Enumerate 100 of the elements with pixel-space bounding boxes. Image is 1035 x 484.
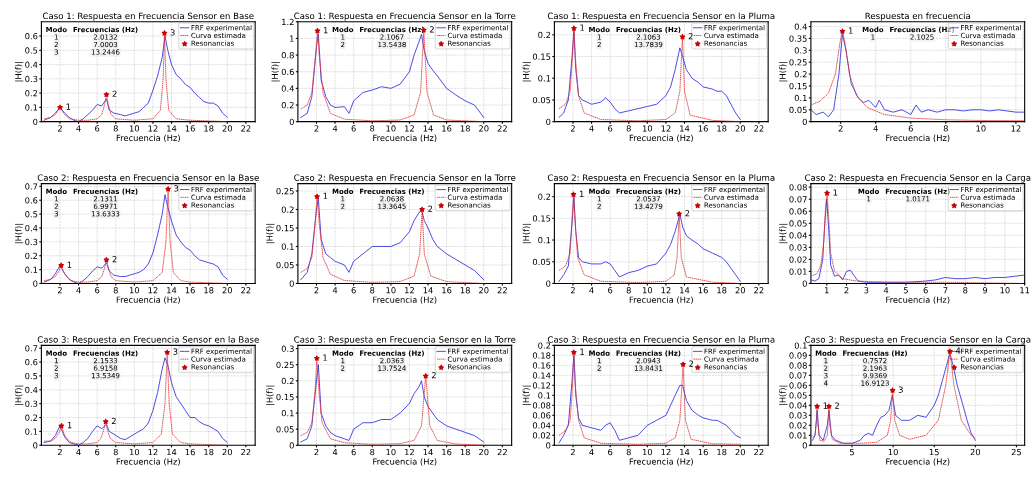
x-tick-label: 12 xyxy=(405,125,414,132)
x-tick-label: 2 xyxy=(838,125,843,132)
y-tick-label: 0.03 xyxy=(789,412,807,419)
y-tick-label: 0.02 xyxy=(532,432,551,439)
y-tick-label: 0.15 xyxy=(789,82,807,90)
y-tick-label: 0 xyxy=(33,280,38,287)
annotation: 2 xyxy=(429,26,434,33)
x-tick-label: 5 xyxy=(850,449,854,456)
y-tick-label: 0 xyxy=(802,280,807,287)
y-tick-label: 0.4 xyxy=(25,61,38,68)
y-tick-label: 0.2 xyxy=(794,71,807,78)
y-tick-label: 0.15 xyxy=(276,393,294,401)
chart-title: Caso 2: Respuesta en Frecuencia Sensor en la Base xyxy=(37,174,259,183)
x-tick-label: 14 xyxy=(680,287,690,294)
annotation: 1 xyxy=(67,261,72,268)
y-tick-label: 0 xyxy=(546,442,551,449)
y-tick-label: 0.2 xyxy=(25,90,38,97)
x-tick-label: 15 xyxy=(929,449,939,456)
y-tick-label: 0.05 xyxy=(789,220,807,227)
x-tick-label: 6 xyxy=(923,287,928,294)
x-tick-label: 6 xyxy=(351,448,356,456)
x-tick-label: 4 xyxy=(76,125,81,132)
y-tick-label: 0 xyxy=(289,118,294,125)
y-tick-label: 0.15 xyxy=(276,224,294,232)
annotation: 1 xyxy=(323,354,327,361)
x-tick-label: 16 xyxy=(185,448,195,456)
y-tick-label: 0.01 xyxy=(789,432,807,439)
x-tick-label: 14 xyxy=(423,287,433,294)
x-tick-label: 6 xyxy=(908,125,913,132)
annotation: 2 xyxy=(112,90,117,97)
x-tick-label: 14 xyxy=(423,449,433,456)
y-tick-label: 0.25 xyxy=(789,59,807,66)
y-tick-label: 0.2 xyxy=(538,31,551,39)
x-tick-label: 5 xyxy=(903,287,908,294)
chart-title: Caso 1: Respuesta en Frecuencia Sensor en la Pluma xyxy=(547,12,775,21)
y-tick-label: 0.05 xyxy=(276,426,294,433)
annotation: 1 xyxy=(823,402,828,409)
y-tick-label: 0.07 xyxy=(789,196,807,203)
annotation: 2 xyxy=(428,205,433,212)
x-tick-label: 16 xyxy=(698,125,708,132)
point xyxy=(57,104,63,110)
x-tick-label: 7 xyxy=(943,287,948,294)
y-tick-label: 0.2 xyxy=(281,377,294,385)
chart-title: Caso 1: Respuesta en Frecuencia Sensor en Base xyxy=(42,12,254,21)
x-tick-label: 10 xyxy=(888,448,898,456)
x-tick-label: 4 xyxy=(589,449,594,456)
x-tick-label: 4 xyxy=(332,449,338,456)
x-tick-label: 6 xyxy=(608,287,613,294)
y-tick-label: 0.6 xyxy=(25,197,38,204)
x-tick-label: 2 xyxy=(570,125,575,132)
annotation: 3 xyxy=(173,348,178,355)
y-tick-label: 0.1 xyxy=(281,410,294,417)
x-axis-title: Frecuencia (Hz) xyxy=(373,296,437,304)
annotation: 1 xyxy=(323,27,328,34)
x-axis-title: Frecuencia (Hz) xyxy=(373,458,437,466)
y-tick-label: 0.08 xyxy=(789,362,807,369)
annotation: 2 xyxy=(111,417,116,424)
x-tick-label: 10 xyxy=(976,125,986,132)
y-tick-label: 0.2 xyxy=(25,252,38,260)
point xyxy=(889,387,896,393)
x-tick-label: 14 xyxy=(167,287,177,294)
x-tick-label: 25 xyxy=(1011,448,1021,456)
annotation: 2 xyxy=(689,360,694,367)
y-tick-label: 0.02 xyxy=(789,422,807,429)
x-tick-label: 4 xyxy=(589,125,594,132)
annotation: 1 xyxy=(580,348,584,355)
annotation: 2 xyxy=(688,33,693,40)
x-tick-label: 8 xyxy=(113,287,118,294)
x-tick-label: 2 xyxy=(57,448,62,456)
chart-title: Caso 2: Respuesta en Frecuencia Sensor en la Carga xyxy=(805,174,1031,183)
chart-title: Caso 1: Respuesta en Frecuencia Sensor en la Torre xyxy=(294,12,516,21)
point xyxy=(947,348,953,354)
x-tick-label: 20 xyxy=(222,448,233,456)
x-tick-label: 4 xyxy=(76,287,81,294)
y-tick-label: 0.09 xyxy=(789,352,807,359)
x-tick-label: 10 xyxy=(129,448,140,456)
y-tick-label: 0 xyxy=(546,118,551,125)
point xyxy=(102,418,109,425)
y-tick-label: 0.06 xyxy=(532,412,551,419)
x-tick-label: 12 xyxy=(148,125,158,132)
y-tick-label: 0.05 xyxy=(789,106,807,114)
y-tick-label: 0.1 xyxy=(25,428,38,435)
y-tick-label: 0.1 xyxy=(538,75,551,82)
x-axis-title: Frecuencia (Hz) xyxy=(886,458,950,466)
y-tick-label: 0.08 xyxy=(789,184,807,191)
y-tick-label: 0.2 xyxy=(25,414,38,421)
y-tick-label: 0.25 xyxy=(276,361,294,369)
x-tick-label: 12 xyxy=(405,287,414,294)
y-tick-label: 0.06 xyxy=(789,382,807,389)
x-tick-label: 20 xyxy=(479,448,489,456)
x-axis-title: Frecuencia (Hz) xyxy=(886,134,950,143)
annotation: 3 xyxy=(170,29,175,36)
y-tick-label: 0.15 xyxy=(532,53,551,60)
x-tick-label: 22 xyxy=(497,448,507,456)
x-tick-label: 16 xyxy=(185,125,195,132)
y-tick-label: 0.1 xyxy=(538,237,551,244)
y-tick-label: 0.1 xyxy=(538,392,551,399)
annotation: 1 xyxy=(848,27,853,34)
x-tick-label: 3 xyxy=(864,287,869,294)
x-tick-label: 2 xyxy=(314,448,319,456)
